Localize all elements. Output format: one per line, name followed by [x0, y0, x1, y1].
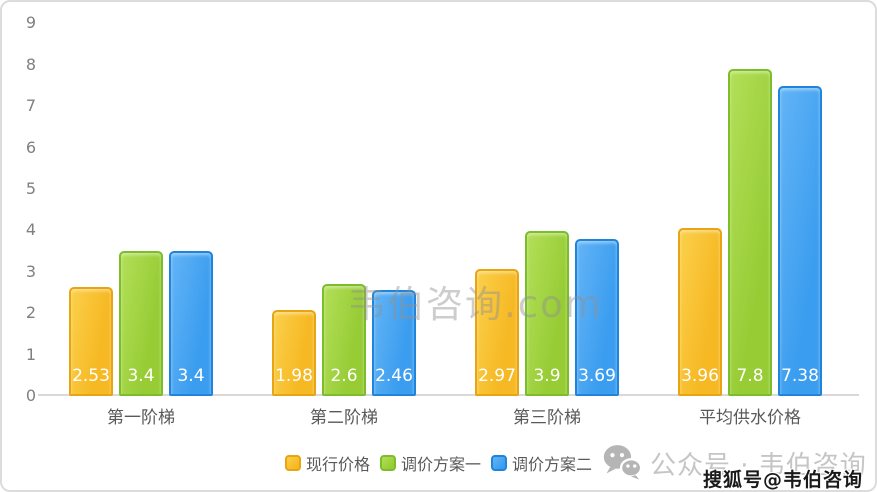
legend-label: 现行价格 [305, 455, 370, 474]
y-tick-label-4: 4 [25, 220, 36, 240]
legend-swatch-icon [284, 455, 301, 471]
bar-value-label: 3.96 [681, 366, 719, 386]
legend-item-series3: 调价方案二 [491, 451, 592, 475]
bar-value-label: 2.6 [330, 366, 358, 386]
legend-item-series2: 调价方案一 [379, 451, 481, 475]
bar-series3-group1: 3.4 [169, 251, 213, 396]
bar-series2-group3: 3.9 [525, 230, 569, 396]
y-tick-label-1: 1 [25, 344, 36, 364]
bar-value-label: 2.97 [478, 366, 516, 386]
legend-label: 调价方案一 [400, 455, 481, 474]
wechat-watermark-row: 公众号 · 韦伯咨询 [602, 443, 867, 484]
bar-series2-group2: 2.6 [322, 284, 366, 396]
legend-label: 调价方案二 [512, 455, 593, 474]
bar-value-label: 3.4 [127, 366, 155, 386]
official-account-watermark: 公众号 · 韦伯咨询 [650, 451, 867, 481]
y-tick-label-5: 5 [25, 179, 36, 198]
legend: 现行价格 调价方案一 调价方案二 [2, 451, 875, 475]
bar-value-label: 2.46 [375, 366, 413, 386]
bar-value-label: 2.53 [72, 366, 110, 386]
bar-series1-group3: 2.97 [475, 269, 519, 396]
bar-series1-group1: 2.53 [69, 287, 113, 396]
category-label-3: 第三阶梯 [513, 408, 581, 428]
bar-value-label: 3.9 [533, 366, 561, 386]
center-watermark: 韦伯咨询.com [348, 283, 603, 326]
y-tick-label-3: 3 [25, 261, 36, 281]
y-tick-label-2: 2 [25, 303, 36, 323]
category-label-1: 第一阶梯 [107, 408, 175, 428]
bar-series3-group2: 2.46 [372, 290, 416, 396]
wechat-icon [602, 443, 643, 484]
bar-value-label: 7.8 [736, 366, 764, 386]
bar-series1-group2: 1.98 [272, 310, 316, 396]
category-label-4: 平均供水价格 [699, 408, 801, 428]
legend-swatch-icon [379, 455, 396, 471]
bar-value-label: 1.98 [275, 366, 313, 386]
bar-series3-group3: 3.69 [575, 239, 619, 396]
bar-series3-group4: 7.38 [778, 86, 822, 396]
bar-value-label: 3.4 [177, 366, 205, 386]
bar-series2-group4: 7.8 [728, 69, 772, 396]
sohu-stamp: 搜狐号@韦伯咨询 [702, 469, 863, 491]
y-tick-label-8: 8 [25, 54, 36, 74]
x-axis-line [38, 394, 859, 396]
y-tick-label-7: 7 [25, 96, 36, 116]
bar-value-label: 7.38 [781, 366, 819, 386]
legend-item-series1: 现行价格 [284, 451, 370, 475]
y-tick-label-9: 9 [25, 13, 36, 33]
y-tick-label-0: 0 [25, 386, 36, 405]
bar-series1-group4: 3.96 [678, 228, 722, 396]
bar-series2-group1: 3.4 [119, 251, 163, 396]
bar-value-label: 3.69 [578, 366, 616, 386]
legend-swatch-icon [491, 455, 507, 471]
category-label-2: 第二阶梯 [310, 408, 378, 428]
y-tick-label-6: 6 [25, 137, 36, 157]
